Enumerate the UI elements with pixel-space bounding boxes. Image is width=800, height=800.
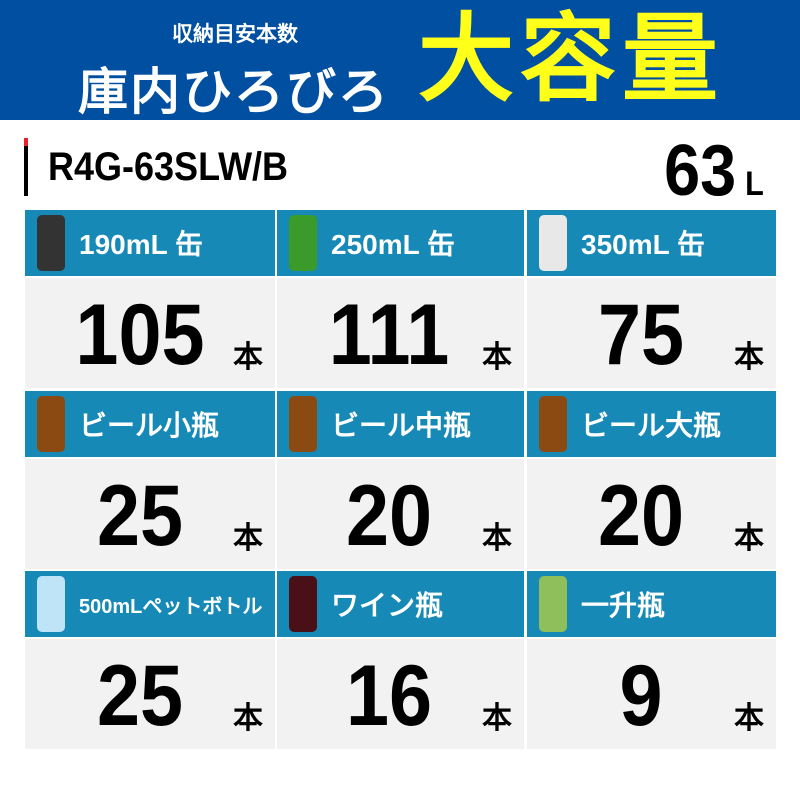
coffee-can-icon [37, 215, 65, 271]
item-label: 190mL 缶 [79, 229, 203, 260]
item-count-cell: 16 本 [277, 639, 524, 749]
item-label: 250mL 缶 [331, 229, 455, 260]
item-count-cell: 25 本 [25, 639, 275, 749]
item-unit: 本 [233, 341, 263, 374]
model-number: R4G-63SLW/B [48, 145, 289, 189]
capacity-unit: L [745, 165, 764, 203]
beer-bottle-icon [37, 396, 65, 452]
item-header: 500mLペットボトル [25, 571, 275, 637]
item-label: ビール小瓶 [79, 410, 220, 441]
item-header: ビール中瓶 [277, 391, 524, 457]
banner-headline: 大容量 [418, 6, 724, 113]
item-unit: 本 [734, 341, 764, 374]
item-count-cell: 111 本 [277, 278, 524, 388]
item-count: 25 [96, 648, 184, 744]
item-label: 一升瓶 [581, 590, 666, 621]
item-label: ビール中瓶 [331, 410, 472, 441]
item-count: 75 [597, 287, 685, 383]
item-unit: 本 [482, 522, 512, 555]
item-header: 一升瓶 [527, 571, 776, 637]
item-count: 9 [619, 648, 663, 744]
item-count-cell: 20 本 [527, 459, 776, 569]
banner-subtitle: 収納目安本数 [172, 23, 298, 46]
item-header: 350mL 缶 [527, 210, 776, 276]
item-header: ワイン瓶 [277, 571, 524, 637]
wine-bottle-icon [289, 576, 317, 632]
item-label: 500mLペットボトル [79, 595, 263, 618]
model-marker [24, 138, 28, 196]
item-header: 190mL 缶 [25, 210, 275, 276]
item-header: ビール大瓶 [527, 391, 776, 457]
item-count-cell: 105 本 [25, 278, 275, 388]
pet-bottle-icon [37, 576, 65, 632]
item-unit: 本 [482, 341, 512, 374]
sake-bottle-icon [539, 576, 567, 632]
item-unit: 本 [734, 702, 764, 735]
item-header: 250mL 缶 [277, 210, 524, 276]
item-count: 20 [597, 468, 685, 564]
item-count: 16 [345, 648, 433, 744]
item-label: ビール大瓶 [581, 410, 722, 441]
item-count: 25 [96, 468, 184, 564]
item-unit: 本 [482, 702, 512, 735]
item-count-cell: 20 本 [277, 459, 524, 569]
beer-bottle-icon [539, 396, 567, 452]
capacity: 63 L [664, 130, 764, 212]
item-count: 20 [345, 468, 433, 564]
banner-lead: 庫内ひろびろ [78, 64, 390, 120]
item-count-cell: 25 本 [25, 459, 275, 569]
cider-can-icon [289, 215, 317, 271]
item-count-cell: 75 本 [527, 278, 776, 388]
item-count: 105 [75, 287, 205, 383]
capacity-value: 63 [664, 131, 737, 211]
item-label: ワイン瓶 [331, 590, 444, 621]
item-label: 350mL 缶 [581, 229, 705, 260]
item-count-cell: 9 本 [527, 639, 776, 749]
item-unit: 本 [734, 522, 764, 555]
item-unit: 本 [233, 702, 263, 735]
item-unit: 本 [233, 522, 263, 555]
item-header: ビール小瓶 [25, 391, 275, 457]
beer-can-icon [539, 215, 567, 271]
beer-bottle-icon [289, 396, 317, 452]
item-count: 111 [328, 287, 450, 383]
banner: 収納目安本数 庫内ひろびろ 大容量 [0, 0, 800, 120]
